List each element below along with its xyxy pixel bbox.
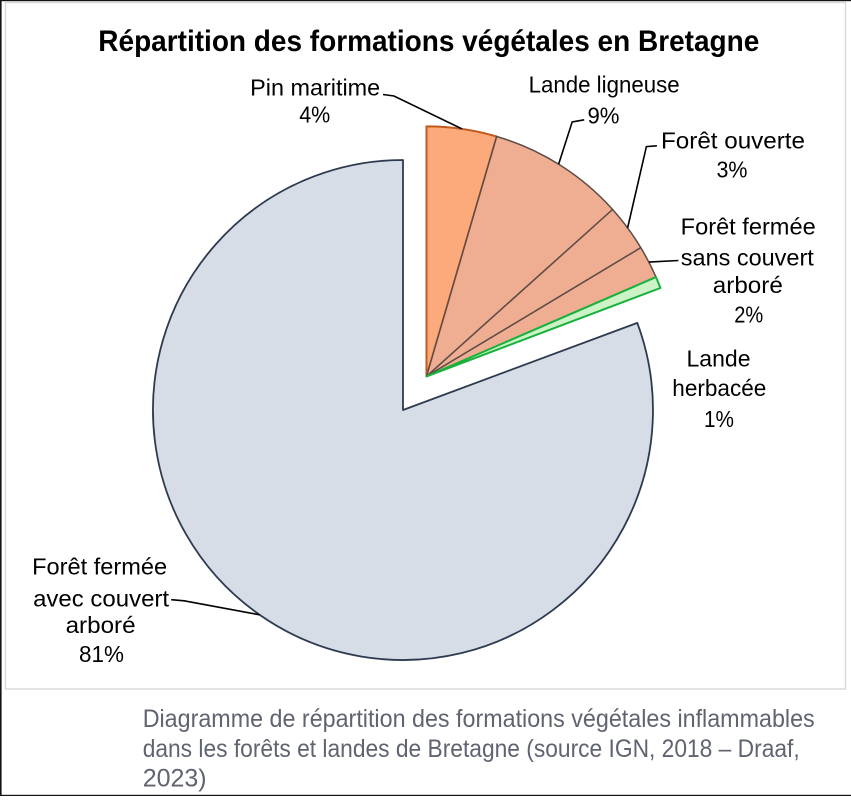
svg-text:3%: 3%	[717, 157, 748, 183]
svg-text:Pin maritime: Pin maritime	[250, 75, 380, 101]
svg-text:Forêt fermée: Forêt fermée	[681, 213, 816, 239]
svg-text:arboré: arboré	[66, 612, 136, 638]
svg-text:9%: 9%	[588, 102, 620, 128]
svg-text:81%: 81%	[79, 641, 124, 667]
svg-text:herbacée: herbacée	[672, 375, 766, 401]
svg-text:Lande: Lande	[687, 346, 751, 372]
svg-text:arboré: arboré	[713, 272, 783, 298]
svg-text:avec couvert: avec couvert	[33, 586, 170, 612]
svg-text:Forêt ouverte: Forêt ouverte	[661, 128, 805, 154]
svg-text:Répartition des formations vég: Répartition des formations végétales en …	[98, 25, 759, 58]
svg-text:Diagramme de répartition des f: Diagramme de répartition des formations …	[143, 705, 815, 733]
svg-text:dans les forêts et landes de B: dans les forêts et landes de Bretagne (s…	[143, 735, 800, 763]
svg-text:sans couvert: sans couvert	[681, 244, 815, 270]
svg-text:4%: 4%	[299, 102, 330, 128]
svg-text:Forêt fermée: Forêt fermée	[32, 554, 167, 580]
svg-text:Lande ligneuse: Lande ligneuse	[529, 71, 680, 97]
svg-text:2%: 2%	[734, 302, 763, 328]
svg-text:2023): 2023)	[143, 765, 207, 793]
svg-text:1%: 1%	[704, 406, 734, 432]
